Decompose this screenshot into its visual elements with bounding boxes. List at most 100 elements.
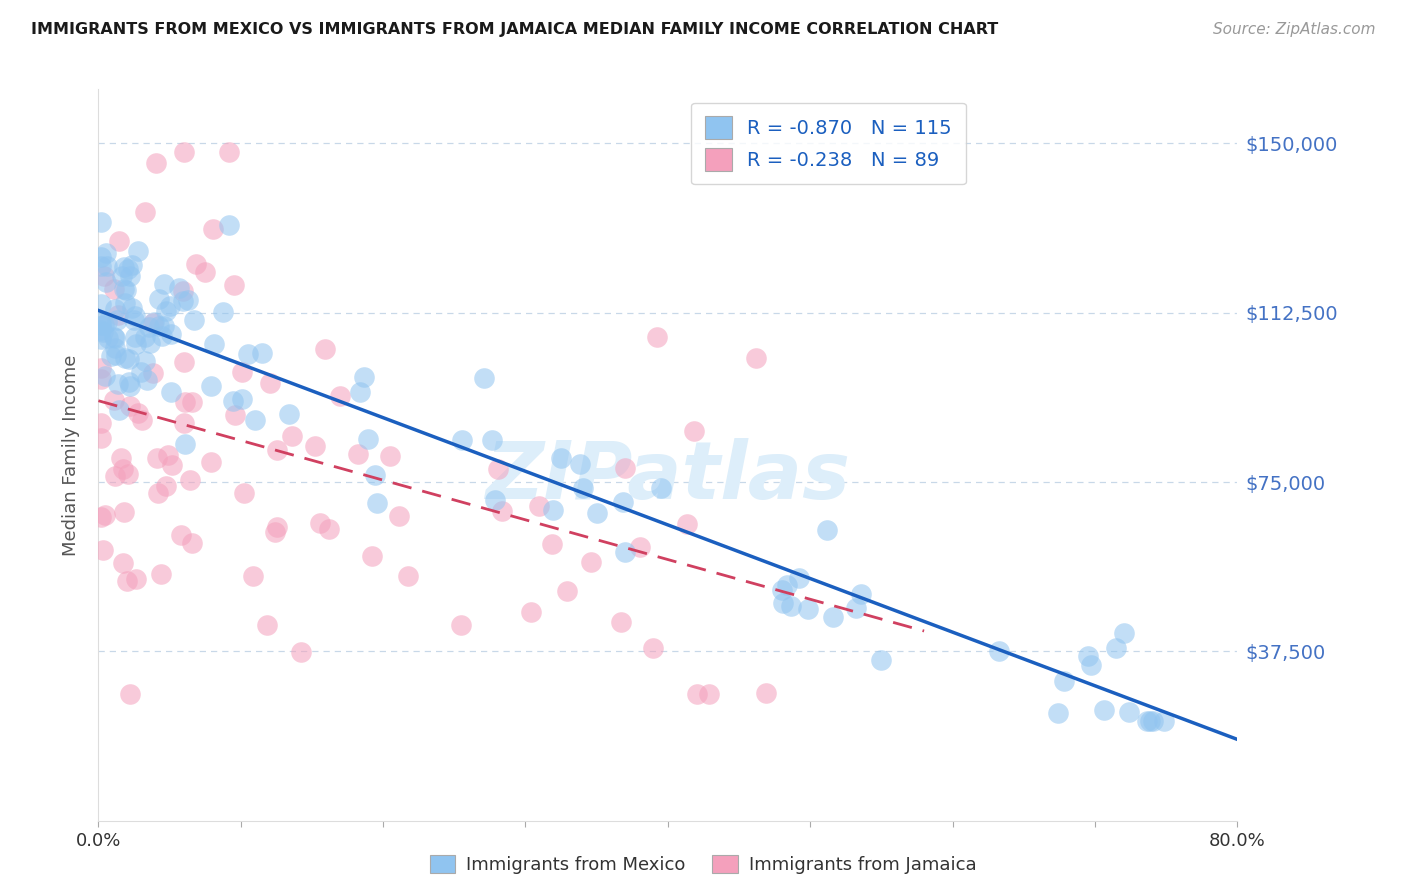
Point <box>142 316 165 330</box>
Point <box>776 578 799 592</box>
Point <box>90 510 112 524</box>
Point <box>90 323 112 337</box>
Point <box>1077 648 1099 663</box>
Point <box>173 145 195 160</box>
Point <box>112 556 135 570</box>
Point <box>153 318 176 333</box>
Point <box>353 370 375 384</box>
Point <box>772 597 794 611</box>
Point <box>849 587 872 601</box>
Point <box>645 330 668 344</box>
Point <box>120 687 142 701</box>
Point <box>111 461 134 475</box>
Point <box>90 259 112 273</box>
Point <box>105 348 128 362</box>
Point <box>183 313 205 327</box>
Point <box>90 318 112 332</box>
Text: IMMIGRANTS FROM MEXICO VS IMMIGRANTS FROM JAMAICA MEDIAN FAMILY INCOME CORRELATI: IMMIGRANTS FROM MEXICO VS IMMIGRANTS FRO… <box>31 22 998 37</box>
Point <box>96 259 118 273</box>
Point <box>134 204 156 219</box>
Point <box>90 316 112 330</box>
Text: Source: ZipAtlas.com: Source: ZipAtlas.com <box>1212 22 1375 37</box>
Point <box>1136 714 1159 729</box>
Point <box>91 543 114 558</box>
Point <box>94 508 117 522</box>
Point <box>112 260 135 275</box>
Point <box>150 328 173 343</box>
Point <box>115 574 138 588</box>
Point <box>314 342 336 356</box>
Point <box>103 392 125 407</box>
Point <box>120 399 142 413</box>
Point <box>224 408 246 422</box>
Point <box>104 331 127 345</box>
Point <box>1092 703 1115 717</box>
Point <box>90 360 112 375</box>
Point <box>1142 714 1164 729</box>
Point <box>787 571 810 585</box>
Point <box>364 468 387 483</box>
Point <box>845 601 868 615</box>
Point <box>90 431 112 445</box>
Point <box>145 156 167 170</box>
Point <box>104 468 127 483</box>
Point <box>815 524 838 538</box>
Point <box>520 605 543 619</box>
Point <box>159 299 181 313</box>
Point <box>613 545 636 559</box>
Point <box>90 297 112 311</box>
Point <box>745 351 768 365</box>
Point <box>184 257 207 271</box>
Point <box>361 549 384 563</box>
Point <box>212 305 235 319</box>
Point <box>388 508 411 523</box>
Point <box>173 417 195 431</box>
Point <box>110 451 132 466</box>
Point <box>160 384 183 399</box>
Point <box>125 337 148 351</box>
Point <box>138 319 160 334</box>
Point <box>318 522 340 536</box>
Point <box>173 395 195 409</box>
Point <box>486 462 509 476</box>
Point <box>222 393 245 408</box>
Point <box>148 318 170 333</box>
Point <box>643 641 665 656</box>
Point <box>150 566 173 581</box>
Point <box>121 258 143 272</box>
Point <box>127 244 149 258</box>
Point <box>1114 625 1136 640</box>
Point <box>202 221 225 235</box>
Point <box>568 457 591 471</box>
Point <box>224 277 246 292</box>
Point <box>115 284 138 298</box>
Point <box>136 373 159 387</box>
Point <box>231 365 253 379</box>
Point <box>131 413 153 427</box>
Point <box>120 379 142 393</box>
Point <box>93 318 115 332</box>
Point <box>277 407 299 421</box>
Point <box>134 354 156 368</box>
Point <box>541 503 564 517</box>
Point <box>264 525 287 540</box>
Y-axis label: Median Family Income: Median Family Income <box>62 354 80 556</box>
Point <box>122 313 145 327</box>
Point <box>90 416 112 430</box>
Point <box>173 355 195 369</box>
Point <box>232 486 254 500</box>
Point <box>146 450 169 465</box>
Point <box>121 301 143 315</box>
Text: ZIPatlas: ZIPatlas <box>485 438 851 516</box>
Point <box>127 406 149 420</box>
Point <box>103 341 125 355</box>
Point <box>114 296 136 310</box>
Point <box>194 265 217 279</box>
Point <box>107 376 129 391</box>
Point <box>218 218 240 232</box>
Point <box>90 250 112 264</box>
Point <box>550 450 572 465</box>
Point <box>90 332 112 346</box>
Point <box>177 293 200 308</box>
Point <box>124 309 146 323</box>
